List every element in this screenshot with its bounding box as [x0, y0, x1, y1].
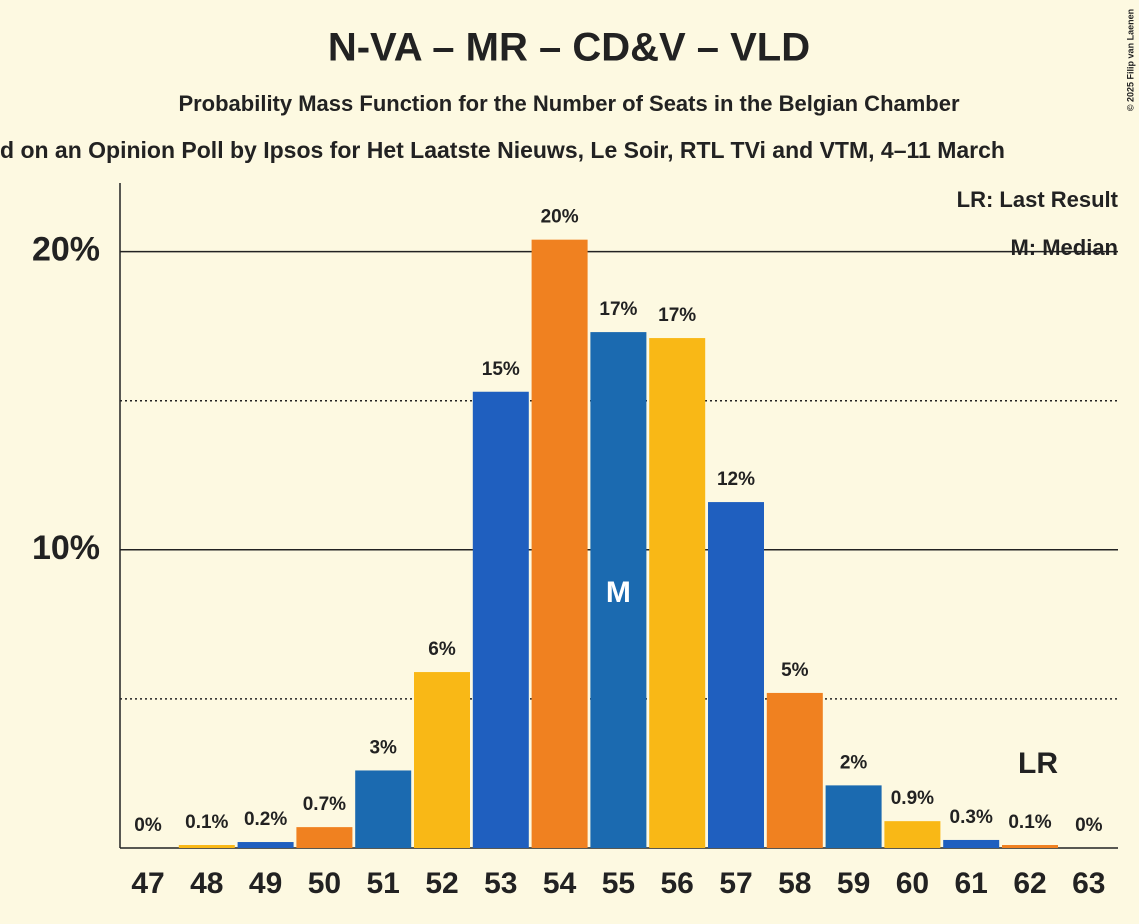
value-label: 0.1% — [185, 812, 228, 833]
value-label: 12% — [717, 469, 755, 490]
legend-entry: M: Median — [1010, 235, 1118, 260]
value-label: 0% — [134, 815, 162, 836]
bar — [178, 845, 235, 848]
x-tick-label: 63 — [1072, 867, 1105, 900]
bar — [414, 672, 470, 848]
value-label: 3% — [369, 737, 397, 758]
value-label: 0.7% — [303, 794, 346, 815]
chart-subtitle2: d on an Opinion Poll by Ipsos for Het La… — [0, 137, 1005, 163]
x-tick-label: 51 — [367, 867, 400, 900]
x-tick-label: 49 — [249, 867, 282, 900]
bar — [237, 842, 294, 848]
x-tick-label: 52 — [425, 867, 458, 900]
value-label: 17% — [658, 305, 696, 326]
bar — [884, 821, 941, 848]
bar — [649, 338, 706, 848]
x-tick-label: 47 — [131, 867, 164, 900]
bar — [825, 785, 882, 848]
x-tick-label: 55 — [602, 867, 635, 900]
bar — [590, 332, 647, 848]
x-tick-label: 48 — [190, 867, 223, 900]
value-label: 20% — [541, 207, 579, 228]
last-result-marker: LR — [1018, 747, 1058, 780]
value-label: 0.9% — [891, 788, 934, 809]
x-tick-label: 59 — [837, 867, 870, 900]
bar — [1002, 845, 1058, 848]
x-tick-label: 60 — [896, 867, 929, 900]
x-tick-label: 58 — [778, 867, 811, 900]
chart-subtitle: Probability Mass Function for the Number… — [178, 91, 960, 116]
value-label: 6% — [428, 639, 456, 660]
bar — [296, 827, 353, 848]
bar — [531, 239, 588, 849]
x-tick-label: 62 — [1013, 867, 1046, 900]
bar — [708, 502, 764, 848]
value-label: 17% — [599, 299, 637, 320]
value-label: 5% — [781, 660, 809, 681]
y-tick-label: 20% — [32, 231, 100, 269]
chart-title: N-VA – MR – CD&V – VLD — [328, 26, 810, 70]
bar — [943, 839, 1000, 848]
x-tick-label: 50 — [308, 867, 341, 900]
value-label: 0.3% — [950, 807, 993, 828]
bar — [766, 692, 823, 848]
x-tick-label: 54 — [543, 867, 577, 900]
value-label: 2% — [840, 752, 868, 773]
legend-entry: LR: Last Result — [957, 187, 1119, 212]
value-label: 0% — [1075, 815, 1103, 836]
y-tick-label: 10% — [32, 529, 100, 567]
value-label: 0.1% — [1008, 812, 1051, 833]
x-tick-label: 57 — [719, 867, 752, 900]
median-marker: M — [606, 576, 631, 609]
value-label: 0.2% — [244, 809, 287, 830]
x-tick-label: 53 — [484, 867, 517, 900]
bar — [355, 770, 412, 848]
bar — [472, 391, 529, 848]
x-tick-label: 56 — [661, 867, 694, 900]
value-label: 15% — [482, 359, 520, 380]
x-tick-label: 61 — [955, 867, 988, 900]
copyright: © 2025 Filip van Laenen — [1125, 9, 1135, 111]
